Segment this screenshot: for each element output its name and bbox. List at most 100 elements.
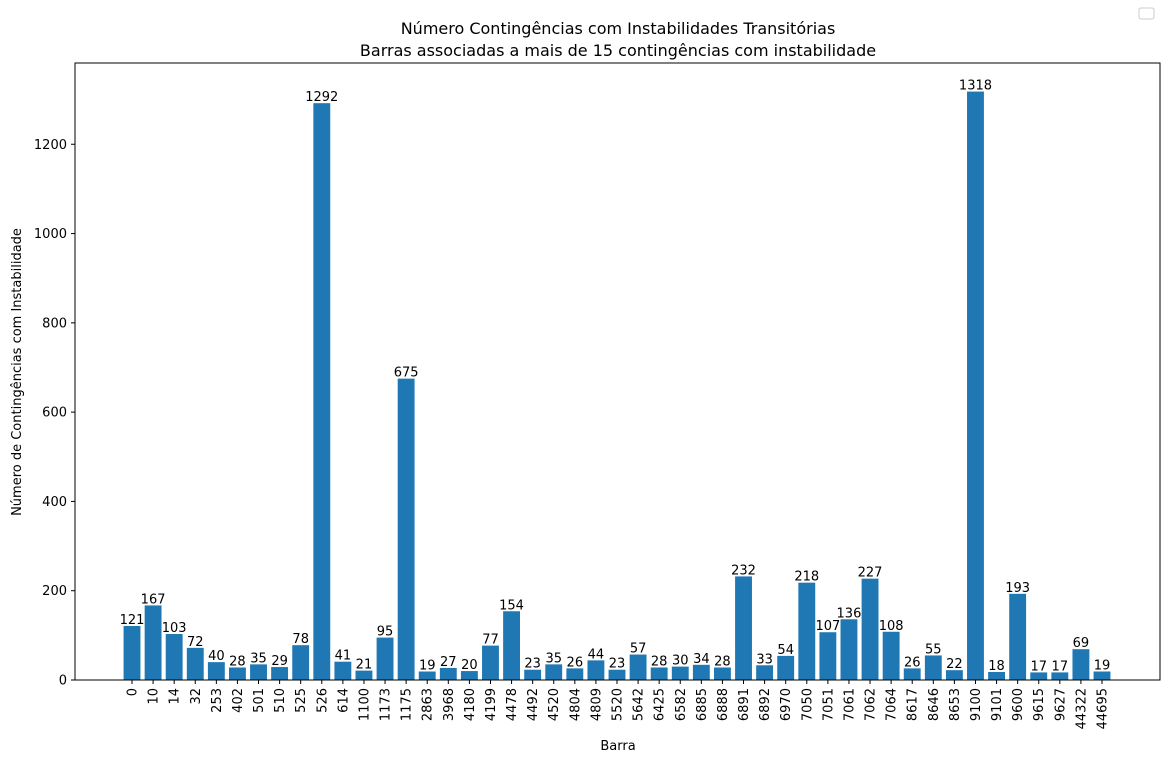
bar-value-label: 55 bbox=[925, 642, 942, 657]
bar-value-label: 136 bbox=[837, 606, 862, 621]
bar-value-label: 1292 bbox=[305, 90, 338, 105]
bar-value-label: 27 bbox=[440, 655, 457, 670]
x-tick-label: 32 bbox=[189, 688, 204, 705]
x-axis-label: Barra bbox=[600, 739, 635, 754]
bar-value-label: 54 bbox=[777, 643, 794, 658]
x-tick-label: 7050 bbox=[800, 688, 815, 721]
bar-value-label: 26 bbox=[567, 655, 584, 670]
x-tick-label: 253 bbox=[210, 688, 225, 713]
bar-value-label: 17 bbox=[1052, 659, 1069, 674]
x-tick-label: 6888 bbox=[716, 688, 731, 721]
bar-value-label: 35 bbox=[545, 651, 562, 666]
bar-1175 bbox=[397, 378, 415, 680]
x-tick-label: 501 bbox=[252, 688, 267, 713]
x-tick-label: 5520 bbox=[611, 688, 626, 721]
x-tick-label: 8653 bbox=[948, 688, 963, 721]
bar-value-label: 40 bbox=[208, 649, 225, 664]
bar-9600 bbox=[1009, 593, 1027, 680]
x-tick-label: 44322 bbox=[1074, 688, 1089, 729]
bar-value-label: 41 bbox=[335, 649, 352, 664]
bar-8646 bbox=[924, 655, 942, 680]
x-tick-label: 9600 bbox=[1011, 688, 1026, 721]
x-tick-label: 4520 bbox=[547, 688, 562, 721]
bar-value-label: 227 bbox=[858, 566, 883, 581]
bar-8617 bbox=[903, 668, 921, 680]
bar-value-label: 30 bbox=[672, 654, 689, 669]
bar-value-label: 44 bbox=[588, 647, 605, 662]
bar-value-label: 675 bbox=[394, 366, 419, 381]
bar-5520 bbox=[608, 669, 626, 680]
bar-value-label: 22 bbox=[946, 657, 963, 672]
bar-7062 bbox=[861, 578, 879, 680]
bar-4520 bbox=[545, 664, 563, 680]
bar-value-label: 77 bbox=[482, 633, 499, 648]
bar-value-label: 232 bbox=[731, 563, 756, 578]
x-tick-label: 7064 bbox=[885, 688, 900, 721]
x-tick-label: 44695 bbox=[1096, 688, 1111, 729]
bar-value-label: 19 bbox=[419, 659, 436, 674]
bar-value-label: 17 bbox=[1030, 659, 1047, 674]
x-tick-label: 0 bbox=[126, 688, 141, 696]
bar-4809 bbox=[587, 660, 605, 680]
bar-44322 bbox=[1072, 649, 1090, 680]
bar-value-label: 69 bbox=[1073, 636, 1090, 651]
bar-value-label: 23 bbox=[609, 657, 626, 672]
bar-7051 bbox=[819, 632, 837, 680]
bar-6885 bbox=[692, 664, 710, 680]
bar-value-label: 28 bbox=[651, 655, 668, 670]
bar-7050 bbox=[798, 582, 816, 680]
bars-group bbox=[123, 91, 1111, 681]
y-tick-label: 1000 bbox=[34, 227, 67, 242]
y-tick-label: 1200 bbox=[34, 138, 67, 153]
bar-10 bbox=[144, 605, 162, 680]
x-tick-label: 5642 bbox=[632, 688, 647, 721]
x-axis-ticks: 0 10 14 32 253 402 501 510 525 526 614 1100 1173 1175… bbox=[126, 680, 1111, 729]
x-tick-label: 614 bbox=[336, 688, 351, 713]
chart-title: Número Contingências com Instabilidades … bbox=[401, 19, 836, 38]
bar-value-label: 28 bbox=[229, 655, 246, 670]
x-tick-label: 3968 bbox=[442, 688, 457, 721]
bar-4180 bbox=[460, 671, 478, 680]
x-tick-label: 1175 bbox=[400, 688, 415, 721]
bar-value-label: 108 bbox=[879, 619, 904, 634]
x-tick-label: 9101 bbox=[990, 688, 1005, 721]
bar-value-label: 29 bbox=[271, 654, 288, 669]
x-tick-label: 10 bbox=[147, 688, 162, 705]
bar-253 bbox=[207, 662, 225, 680]
chart-subtitle: Barras associadas a mais de 15 contingên… bbox=[360, 41, 876, 60]
bar-7064 bbox=[882, 631, 900, 680]
bar-4492 bbox=[524, 669, 542, 680]
x-tick-label: 2863 bbox=[421, 688, 436, 721]
y-tick-label: 0 bbox=[59, 674, 67, 689]
x-tick-label: 4804 bbox=[568, 688, 583, 721]
bar-value-label: 28 bbox=[714, 655, 731, 670]
x-tick-label: 4809 bbox=[589, 688, 604, 721]
y-tick-label: 600 bbox=[42, 406, 67, 421]
plot-frame bbox=[74, 62, 1161, 681]
bar-value-label: 21 bbox=[356, 658, 373, 673]
bar-7061 bbox=[840, 619, 858, 680]
x-tick-label: 7062 bbox=[864, 688, 879, 721]
x-tick-label: 6892 bbox=[758, 688, 773, 721]
bar-value-label: 26 bbox=[904, 655, 921, 670]
bar-402 bbox=[229, 667, 246, 680]
bar-value-label: 218 bbox=[794, 570, 819, 585]
bar-value-label: 23 bbox=[524, 657, 541, 672]
bar-value-label: 34 bbox=[693, 652, 710, 667]
legend-box bbox=[1138, 7, 1155, 20]
bar-14 bbox=[165, 634, 183, 680]
bar-6425 bbox=[650, 667, 668, 680]
x-tick-label: 9615 bbox=[1032, 688, 1047, 721]
bar-1173 bbox=[376, 637, 394, 680]
bar-9100 bbox=[967, 91, 984, 680]
bar-9627 bbox=[1051, 672, 1069, 680]
bar-value-label: 33 bbox=[756, 652, 773, 667]
x-tick-label: 526 bbox=[315, 688, 330, 713]
x-tick-label: 510 bbox=[273, 688, 288, 713]
bar-5642 bbox=[629, 654, 647, 680]
y-tick-label: 200 bbox=[42, 584, 67, 599]
x-tick-label: 1173 bbox=[379, 688, 394, 721]
bar-value-label: 19 bbox=[1094, 659, 1111, 674]
